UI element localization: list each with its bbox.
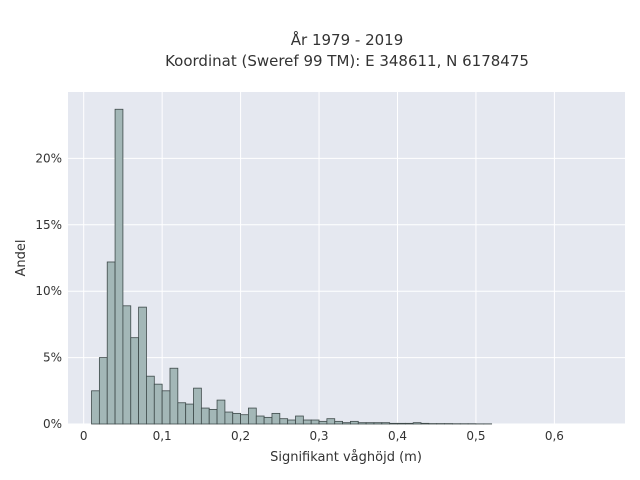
x-tick-label: 0,4 [388, 429, 407, 443]
histogram-bar [138, 306, 147, 425]
x-tick-label: 0,2 [231, 429, 250, 443]
histogram-bar [404, 422, 414, 425]
histogram-bar [350, 420, 359, 425]
histogram-bar [279, 418, 289, 425]
y-axis-title: Andel [14, 240, 29, 277]
histogram-bar [122, 305, 132, 425]
histogram-bar [287, 419, 296, 425]
y-tick-label: 15% [35, 218, 62, 232]
histogram-bar [193, 387, 202, 425]
histogram-bar [200, 407, 210, 425]
histogram-bar [412, 422, 422, 425]
histogram-bar [302, 419, 312, 425]
histogram-bar [161, 390, 171, 425]
histogram-bar [224, 411, 234, 425]
histogram-bar [208, 408, 218, 425]
histogram-bar [342, 422, 351, 425]
histogram-bar [365, 422, 375, 425]
histogram-bar [357, 422, 367, 425]
y-tick-label: 5% [43, 351, 62, 365]
x-tick-label: 0,1 [153, 429, 172, 443]
histogram-bar [185, 403, 194, 425]
histogram-bar [153, 383, 163, 425]
histogram-bar [271, 412, 281, 425]
histogram-bar [248, 407, 257, 425]
x-tick-label: 0,5 [466, 429, 485, 443]
gridlines [68, 92, 625, 425]
y-tick-label: 10% [35, 284, 62, 298]
x-axis-title: Signifikant våghöjd (m) [270, 450, 422, 465]
histogram-bar [232, 412, 241, 425]
histogram-bar [381, 422, 391, 425]
histogram-bar [91, 390, 100, 425]
chart-title-line-1: År 1979 - 2019 [291, 30, 404, 49]
plot-area [68, 92, 625, 424]
histogram-bar [106, 261, 116, 425]
x-tick-label: 0,3 [309, 429, 328, 443]
x-axis-ticks: 0 0,1 0,2 0,3 0,4 0,5 0,6 [80, 429, 564, 443]
x-tick-label: 0 [80, 429, 88, 443]
histogram-bar [255, 415, 265, 425]
histogram-bar [263, 416, 273, 425]
histogram-bars [91, 108, 493, 425]
histogram-bar [114, 108, 124, 425]
histogram-bar [146, 375, 155, 425]
y-axis-ticks: 0% 5% 10% 15% 20% [35, 151, 62, 431]
histogram-bar [420, 422, 430, 425]
histogram-bar [397, 422, 406, 425]
histogram-bar [389, 422, 398, 425]
x-tick-label: 0,6 [545, 429, 564, 443]
chart-title-line-2: Koordinat (Sweref 99 TM): E 348611, N 61… [165, 52, 529, 70]
histogram-bar [216, 399, 226, 425]
histogram-bar [334, 420, 343, 425]
histogram-bar [310, 419, 320, 425]
histogram-bar [169, 367, 179, 425]
histogram-bar [295, 415, 304, 425]
y-tick-label: 20% [35, 151, 62, 165]
histogram-bar [318, 420, 328, 425]
histogram-bar [373, 422, 383, 425]
y-tick-label: 0% [43, 417, 62, 431]
histogram-bar [326, 418, 336, 425]
histogram-bar [177, 402, 187, 425]
histogram-bar [240, 414, 249, 425]
histogram-bar [98, 357, 108, 425]
histogram-bar [130, 337, 140, 425]
